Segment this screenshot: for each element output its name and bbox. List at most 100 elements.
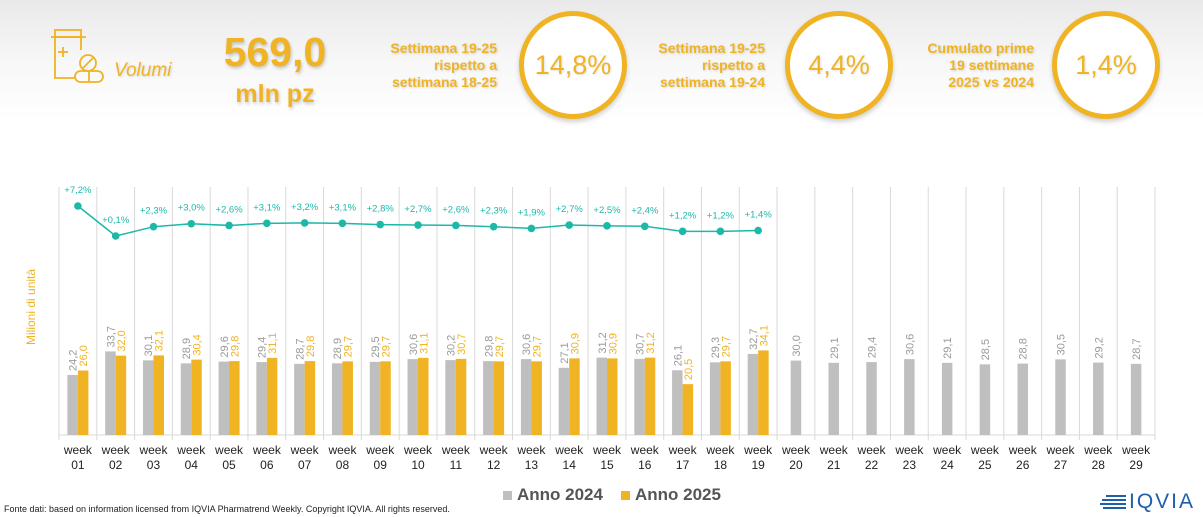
data-label-2024: 29,1 xyxy=(829,337,841,358)
weekly-volume-chart: 24,226,0week0133,732,0week0230,132,1week… xyxy=(58,185,1156,472)
growth-label: +3,1% xyxy=(329,202,357,213)
growth-point xyxy=(74,202,82,210)
bar-2025 xyxy=(418,357,429,435)
bar-2024 xyxy=(634,358,645,435)
kpi-1-label-line: Settimana 19-25 xyxy=(390,40,497,56)
growth-label: +1,9% xyxy=(518,207,546,218)
data-label-2025: 31,1 xyxy=(267,332,279,353)
growth-point xyxy=(414,221,422,229)
data-label-2024: 28,8 xyxy=(1018,338,1030,359)
bar-2024 xyxy=(369,361,381,435)
growth-label: +1,2% xyxy=(707,210,735,221)
kpi-1-label-line: rispetto a xyxy=(433,57,497,73)
data-label-2024: 29,4 xyxy=(867,337,879,358)
data-label-2025: 29,8 xyxy=(305,336,317,357)
bar-2025 xyxy=(229,361,240,435)
x-tick-label: week xyxy=(441,443,471,457)
growth-label: +2,6% xyxy=(442,204,470,215)
growth-label: +3,0% xyxy=(178,203,206,214)
data-label-2024: 27,1 xyxy=(559,342,571,363)
bar-2024 xyxy=(218,361,230,435)
bar-2024 xyxy=(1017,363,1028,435)
data-label-2024: 30,1 xyxy=(143,335,155,356)
growth-point xyxy=(225,221,233,230)
legend-swatch-2024 xyxy=(503,490,512,500)
x-tick-label: week xyxy=(1121,443,1151,457)
bar-2024 xyxy=(672,370,683,435)
bar-2024 xyxy=(67,374,78,435)
bar-2024 xyxy=(1055,359,1066,435)
x-tick-label: 03 xyxy=(147,458,161,472)
growth-point xyxy=(338,219,347,228)
bar-2024 xyxy=(1130,363,1142,435)
growth-point xyxy=(376,220,385,229)
x-tick-label: week xyxy=(781,443,811,457)
x-tick-label: week xyxy=(252,443,282,457)
x-tick-label: week xyxy=(327,443,357,457)
bar-2024 xyxy=(596,357,607,435)
bar-2024 xyxy=(828,362,840,435)
data-label-2024: 28,9 xyxy=(181,338,193,359)
x-tick-label: 29 xyxy=(1129,458,1143,472)
x-tick-label: week xyxy=(365,443,395,457)
data-label-2024: 30,0 xyxy=(791,335,803,356)
iqvia-logo: IQVIA xyxy=(1100,490,1195,514)
kpi-2-value: 4,4% xyxy=(808,49,870,80)
x-tick-label: 19 xyxy=(751,458,765,472)
data-label-2024: 29,3 xyxy=(710,337,722,358)
x-tick-label: 13 xyxy=(525,458,539,472)
data-label-2024: 28,7 xyxy=(294,338,306,359)
growth-point xyxy=(527,224,536,233)
x-tick-label: 20 xyxy=(789,458,803,472)
kpi-2-label-line: Settimana 19-25 xyxy=(658,40,765,56)
kpi-2-label: Settimana 19-25 rispetto a settimana 19-… xyxy=(640,40,765,91)
x-tick-label: 17 xyxy=(676,458,690,472)
x-tick-label: 28 xyxy=(1092,458,1106,472)
bar-2024 xyxy=(142,360,154,435)
x-tick-label: week xyxy=(214,443,244,457)
data-label-2025: 29,7 xyxy=(380,336,392,357)
bar-2025 xyxy=(720,361,731,435)
legend-swatch-2025 xyxy=(620,490,630,500)
data-label-2025: 32,0 xyxy=(116,330,128,351)
iqvia-logo-text: IQVIA xyxy=(1129,490,1196,513)
bar-2025 xyxy=(455,358,467,435)
bar-2024 xyxy=(445,360,456,435)
chart-legend: Anno 2024 Anno 2025 xyxy=(503,485,721,505)
bar-2025 xyxy=(77,370,89,435)
bar-2024 xyxy=(790,360,802,435)
data-label-2025: 29,7 xyxy=(343,336,355,357)
data-label-2024: 30,2 xyxy=(446,335,458,356)
data-label-2025: 26,0 xyxy=(78,345,90,366)
x-tick-label: week xyxy=(1008,443,1038,457)
data-label-2024: 29,1 xyxy=(942,337,954,358)
data-label-2025: 30,9 xyxy=(607,333,619,354)
x-tick-label: week xyxy=(1083,443,1113,457)
x-tick-label: 18 xyxy=(714,458,728,472)
bar-2024 xyxy=(979,364,991,435)
x-tick-label: 08 xyxy=(336,458,350,472)
bar-2025 xyxy=(304,361,316,435)
data-label-2025: 34,1 xyxy=(758,325,770,346)
kpi-2-label-line: rispetto a xyxy=(701,57,765,73)
data-label-2025: 29,8 xyxy=(229,336,241,357)
growth-point xyxy=(111,232,120,240)
growth-label: +0,1% xyxy=(102,215,130,226)
growth-label: +3,2% xyxy=(291,202,319,213)
bar-2025 xyxy=(115,355,127,435)
bar-2025 xyxy=(607,358,618,435)
growth-point xyxy=(603,222,611,230)
data-label-2025: 30,4 xyxy=(192,334,204,355)
x-tick-label: 12 xyxy=(487,458,501,472)
growth-point xyxy=(489,222,498,231)
bar-2024 xyxy=(1093,362,1104,435)
data-label-2024: 29,6 xyxy=(219,336,231,357)
kpi-3-label-line: Cumulato prime xyxy=(927,40,1034,56)
data-label-2024: 24,2 xyxy=(68,350,80,371)
data-label-2025: 30,7 xyxy=(456,333,468,354)
growth-point xyxy=(149,222,158,231)
kpi-1-circle: 14,8% xyxy=(519,11,627,119)
growth-point xyxy=(263,219,271,228)
growth-label: +3,1% xyxy=(253,202,281,213)
x-tick-label: 16 xyxy=(638,458,652,472)
